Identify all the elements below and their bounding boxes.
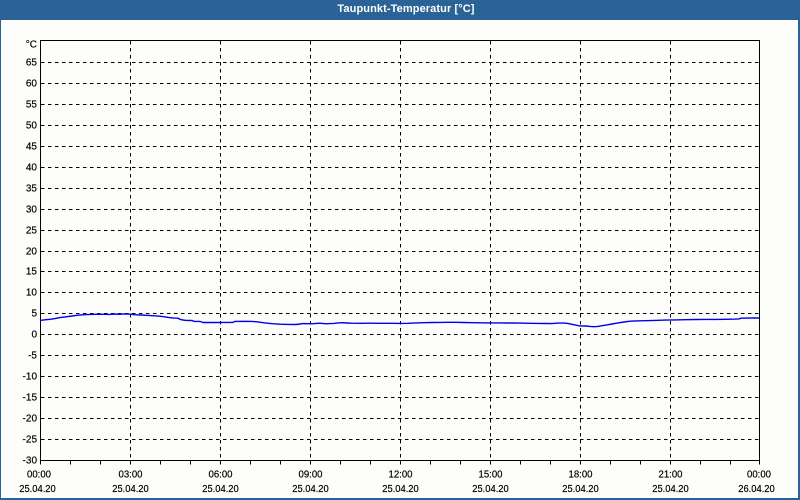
svg-text:40: 40 — [26, 163, 38, 174]
svg-text:25.04.20: 25.04.20 — [292, 484, 329, 495]
svg-text:60: 60 — [26, 79, 38, 90]
svg-text:-30: -30 — [23, 456, 38, 467]
svg-text:25: 25 — [26, 226, 38, 237]
svg-text:12:00: 12:00 — [389, 470, 413, 481]
svg-text:25.04.20: 25.04.20 — [472, 484, 509, 495]
svg-text:25.04.20: 25.04.20 — [202, 484, 239, 495]
svg-text:25.04.20: 25.04.20 — [19, 484, 56, 495]
svg-text:25.04.20: 25.04.20 — [652, 484, 689, 495]
svg-text:°C: °C — [26, 40, 37, 51]
svg-text:35: 35 — [26, 184, 38, 195]
svg-text:25.04.20: 25.04.20 — [562, 484, 599, 495]
svg-text:15:00: 15:00 — [479, 470, 503, 481]
svg-text:10: 10 — [26, 288, 38, 299]
svg-text:03:00: 03:00 — [119, 470, 143, 481]
svg-text:30: 30 — [26, 205, 38, 216]
svg-text:45: 45 — [26, 142, 38, 153]
svg-text:-15: -15 — [23, 393, 38, 404]
svg-text:50: 50 — [26, 121, 38, 132]
svg-text:65: 65 — [26, 58, 38, 69]
svg-text:-10: -10 — [23, 372, 38, 383]
svg-text:21:00: 21:00 — [659, 470, 683, 481]
svg-text:25.04.20: 25.04.20 — [382, 484, 419, 495]
svg-text:20: 20 — [26, 247, 38, 258]
svg-text:55: 55 — [26, 100, 38, 111]
svg-text:26.04.20: 26.04.20 — [738, 484, 775, 495]
svg-text:00:00: 00:00 — [747, 470, 771, 481]
svg-text:-25: -25 — [23, 435, 38, 446]
svg-text:06:00: 06:00 — [209, 470, 233, 481]
svg-text:15: 15 — [26, 267, 38, 278]
svg-text:09:00: 09:00 — [299, 470, 323, 481]
svg-text:5: 5 — [31, 309, 37, 320]
svg-text:00:00: 00:00 — [27, 470, 51, 481]
svg-text:18:00: 18:00 — [569, 470, 593, 481]
svg-text:0: 0 — [31, 330, 37, 341]
svg-text:-5: -5 — [28, 351, 37, 362]
svg-text:-20: -20 — [23, 414, 38, 425]
svg-text:25.04.20: 25.04.20 — [112, 484, 149, 495]
